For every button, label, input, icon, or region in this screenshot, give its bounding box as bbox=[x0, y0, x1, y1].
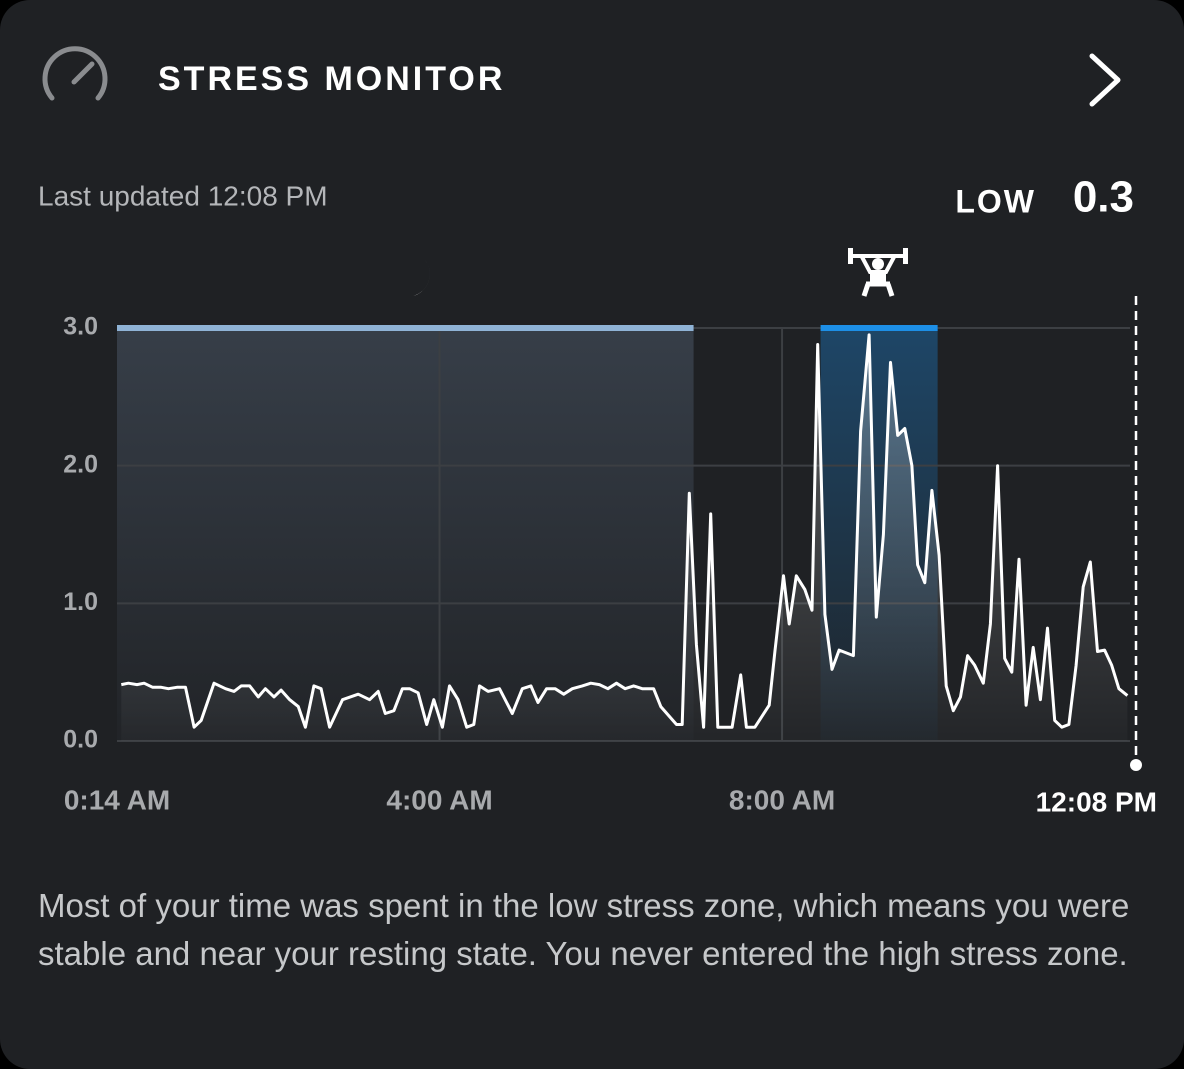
card-title: STRESS MONITOR bbox=[158, 60, 505, 98]
y-tick-label: 0.0 bbox=[63, 726, 98, 754]
chevron-button[interactable] bbox=[1089, 53, 1121, 107]
x-tick-label: 0:14 AM bbox=[64, 784, 170, 815]
gauge-icon bbox=[42, 46, 108, 101]
y-tick-label: 1.0 bbox=[63, 588, 98, 616]
x-tick-label: 4:00 AM bbox=[386, 784, 492, 815]
last-updated: Last updated 12:08 PM bbox=[38, 180, 328, 211]
workout-icon bbox=[848, 248, 908, 297]
summary-text: Most of your time was spent in the low s… bbox=[38, 887, 1130, 972]
sleep-icon bbox=[396, 254, 430, 297]
y-tick-label: 2.0 bbox=[63, 450, 98, 478]
x-tick-label: 12:08 PM bbox=[1036, 786, 1157, 817]
y-tick-label: 3.0 bbox=[63, 313, 98, 341]
x-tick-label: 8:00 AM bbox=[729, 784, 835, 815]
stress-level: LOW bbox=[955, 183, 1036, 219]
zone-band bbox=[117, 328, 694, 741]
stress-line bbox=[121, 333, 1129, 729]
stress-value: 0.3 bbox=[1073, 173, 1134, 222]
now-dot bbox=[1130, 759, 1142, 771]
stress-area bbox=[121, 334, 1128, 741]
